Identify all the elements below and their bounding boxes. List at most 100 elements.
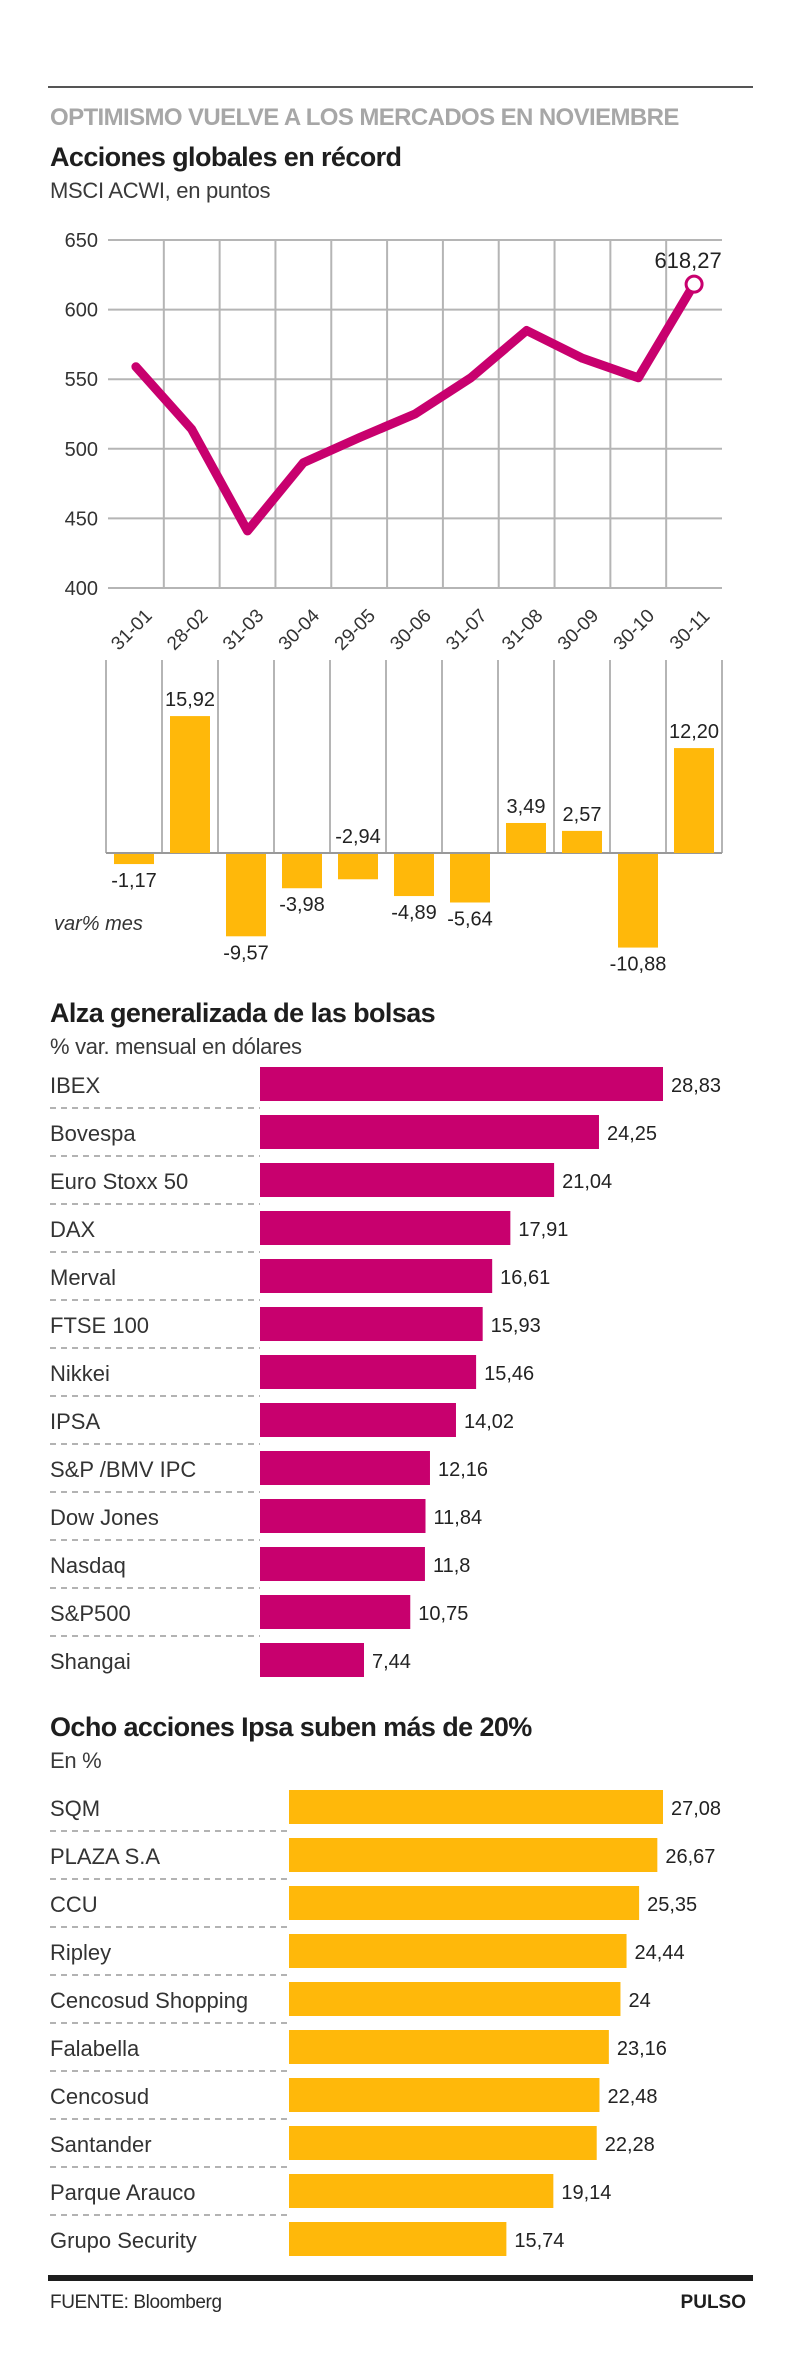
line-chart-y-axis: 650 600 550 500 450 400 bbox=[65, 230, 98, 600]
row-label: Shangai bbox=[50, 1649, 131, 1674]
bar-value-label: 12,20 bbox=[669, 721, 719, 743]
row-label: Nasdaq bbox=[50, 1553, 126, 1578]
y-tick-label: 450 bbox=[65, 508, 98, 530]
y-tick-label: 650 bbox=[65, 230, 98, 252]
row-label: IPSA bbox=[50, 1409, 100, 1434]
bar-value-label: 11,8 bbox=[433, 1555, 470, 1577]
bar-IBEX bbox=[260, 1067, 663, 1101]
bar-value-label: -2,94 bbox=[335, 826, 381, 848]
bar-S&P500 bbox=[260, 1595, 411, 1629]
bar-31-03 bbox=[226, 854, 266, 937]
bar-value-label: 22,28 bbox=[605, 2134, 655, 2156]
x-tick-label: 31-08 bbox=[498, 606, 547, 655]
bar-Cencosud bbox=[289, 2078, 600, 2112]
row-label: CCU bbox=[50, 1892, 98, 1917]
bar-CCU bbox=[289, 1886, 640, 1920]
monthly-bars bbox=[114, 716, 714, 948]
bar-PLAZA S.A bbox=[289, 1838, 658, 1872]
row-label: Ripley bbox=[50, 1940, 111, 1965]
bar-value-label: 22,48 bbox=[607, 2086, 657, 2108]
bar-value-label: 17,91 bbox=[518, 1219, 568, 1241]
bar-value-label: 3,49 bbox=[507, 796, 546, 818]
bar-31-08 bbox=[506, 822, 546, 853]
bar-FTSE 100 bbox=[260, 1307, 483, 1341]
bar-value-label: 15,74 bbox=[514, 2230, 564, 2252]
bar-value-label: -3,98 bbox=[279, 894, 325, 916]
bar-Ripley bbox=[289, 1934, 627, 1968]
row-label: S&P /BMV IPC bbox=[50, 1457, 196, 1482]
bar-28-02 bbox=[170, 716, 210, 853]
bar-value-label: 24,25 bbox=[607, 1123, 657, 1145]
bar-value-label: 27,08 bbox=[671, 1798, 721, 1820]
indices-chart-title: Alza generalizada de las bolsas bbox=[50, 998, 436, 1028]
bar-value-label: 14,02 bbox=[464, 1411, 514, 1433]
bar-IPSA bbox=[260, 1403, 456, 1437]
data-point bbox=[684, 274, 704, 294]
bar-value-label: 28,83 bbox=[671, 1075, 721, 1097]
bar-value-label: 19,14 bbox=[561, 2182, 611, 2204]
ipsa-bar-chart: SQM 27,08 PLAZA S.A 26,67 CCU 25,35 Ripley 24,4… bbox=[50, 1790, 721, 2256]
line-chart-x-axis: 31-01 28-02 31-03 30-04 29-05 30-06 31-07 31-08… bbox=[107, 605, 714, 655]
row-label: Cencosud bbox=[50, 2084, 149, 2109]
bar-DAX bbox=[260, 1211, 511, 1245]
bar-value-label: 23,16 bbox=[617, 2038, 667, 2060]
x-tick-label: 30-10 bbox=[610, 606, 659, 655]
indices-bar-chart: IBEX 28,83 Bovespa 24,25 Euro Stoxx 50 21,04 D… bbox=[50, 1067, 721, 1677]
bar-value-label: 26,67 bbox=[665, 1846, 715, 1868]
y-tick-label: 400 bbox=[65, 578, 98, 600]
bar-value-label: 11,84 bbox=[434, 1507, 483, 1529]
footer-rule bbox=[48, 2275, 753, 2281]
bar-value-label: -1,17 bbox=[111, 870, 157, 892]
brand-logo-text: PULSO bbox=[680, 2292, 746, 2313]
x-tick-label: 31-03 bbox=[219, 606, 268, 655]
source-credit: FUENTE: Bloomberg bbox=[50, 2292, 222, 2313]
row-label: DAX bbox=[50, 1217, 96, 1242]
bar-30-06 bbox=[394, 854, 434, 897]
bar-Dow Jones bbox=[260, 1499, 426, 1533]
row-label: S&P500 bbox=[50, 1601, 131, 1626]
bar-value-label: -5,64 bbox=[447, 909, 493, 931]
bar-value-label: 7,44 bbox=[372, 1651, 411, 1673]
bar-value-label: 21,04 bbox=[562, 1171, 612, 1193]
monthly-bar-grid bbox=[105, 660, 723, 854]
bar-Bovespa bbox=[260, 1115, 599, 1149]
bar-S&P /BMV IPC bbox=[260, 1451, 430, 1485]
monthly-bar-axis-label: var% mes bbox=[54, 913, 143, 935]
row-label: Bovespa bbox=[50, 1121, 136, 1146]
line-chart-grid bbox=[108, 239, 722, 589]
bar-value-label: 24,44 bbox=[635, 1942, 685, 1964]
row-label: IBEX bbox=[50, 1073, 100, 1098]
bar-30-09 bbox=[562, 830, 602, 853]
x-tick-label: 30-06 bbox=[387, 606, 436, 655]
row-label: Cencosud Shopping bbox=[50, 1988, 248, 2013]
x-tick-label: 30-11 bbox=[666, 606, 714, 654]
kicker-headline: OPTIMISMO VUELVE A LOS MERCADOS EN NOVIE… bbox=[50, 104, 679, 131]
bar-value-label: 12,16 bbox=[438, 1459, 488, 1481]
bar-Cencosud Shopping bbox=[289, 1982, 621, 2016]
top-rule bbox=[48, 86, 753, 88]
bar-Nikkei bbox=[260, 1355, 477, 1389]
row-label: SQM bbox=[50, 1796, 100, 1821]
bar-value-label: 16,61 bbox=[500, 1267, 550, 1289]
bar-Parque Arauco bbox=[289, 2174, 554, 2208]
bar-Nasdaq bbox=[260, 1547, 425, 1581]
bar-value-label: -10,88 bbox=[610, 954, 667, 976]
bar-31-01 bbox=[114, 854, 154, 865]
x-tick-label: 28-02 bbox=[163, 606, 212, 655]
bar-31-07 bbox=[450, 854, 490, 903]
bar-30-11 bbox=[674, 748, 714, 853]
ipsa-chart-title: Ocho acciones Ipsa suben más de 20% bbox=[50, 1712, 532, 1742]
bar-Santander bbox=[289, 2126, 597, 2160]
line-chart-title: Acciones globales en récord bbox=[50, 142, 402, 172]
x-tick-label: 30-09 bbox=[554, 606, 603, 655]
x-tick-label: 29-05 bbox=[331, 606, 380, 655]
bar-value-label: 15,92 bbox=[165, 689, 215, 711]
line-chart-points bbox=[135, 274, 704, 532]
x-tick-label: 31-01 bbox=[107, 606, 156, 655]
row-label: Parque Arauco bbox=[50, 2180, 196, 2205]
bar-SQM bbox=[289, 1790, 663, 1824]
row-label: Euro Stoxx 50 bbox=[50, 1169, 188, 1194]
bar-Shangai bbox=[260, 1643, 364, 1677]
y-tick-label: 550 bbox=[65, 369, 98, 391]
bar-30-04 bbox=[282, 854, 322, 889]
